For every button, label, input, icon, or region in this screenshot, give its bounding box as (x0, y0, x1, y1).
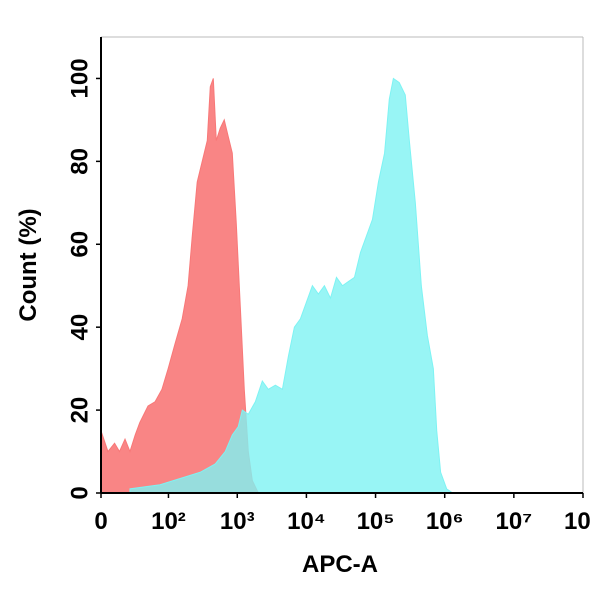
x-tick-label: 10⁴ (287, 508, 326, 535)
y-tick-label: 40 (66, 314, 93, 341)
y-tick-label: 0 (66, 486, 93, 499)
y-tick-label: 80 (66, 148, 93, 175)
x-tick-label: 10⁷ (496, 508, 533, 535)
x-tick-label: 10⁸ (564, 508, 591, 535)
x-tick-label: 10⁶ (426, 508, 464, 535)
area (100, 78, 260, 494)
y-axis-title: Count (%) (15, 208, 42, 321)
x-tick-label: 10² (151, 508, 186, 535)
y-tick-label: 20 (66, 397, 93, 424)
x-tick-label: 10³ (220, 508, 255, 535)
area (129, 77, 455, 494)
x-tick-label: 0 (94, 508, 107, 535)
y-tick-label: 100 (66, 58, 93, 98)
x-axis-title: APC-A (302, 551, 378, 578)
x-tick-label: 10⁵ (357, 508, 395, 535)
y-tick-label: 60 (66, 231, 93, 258)
